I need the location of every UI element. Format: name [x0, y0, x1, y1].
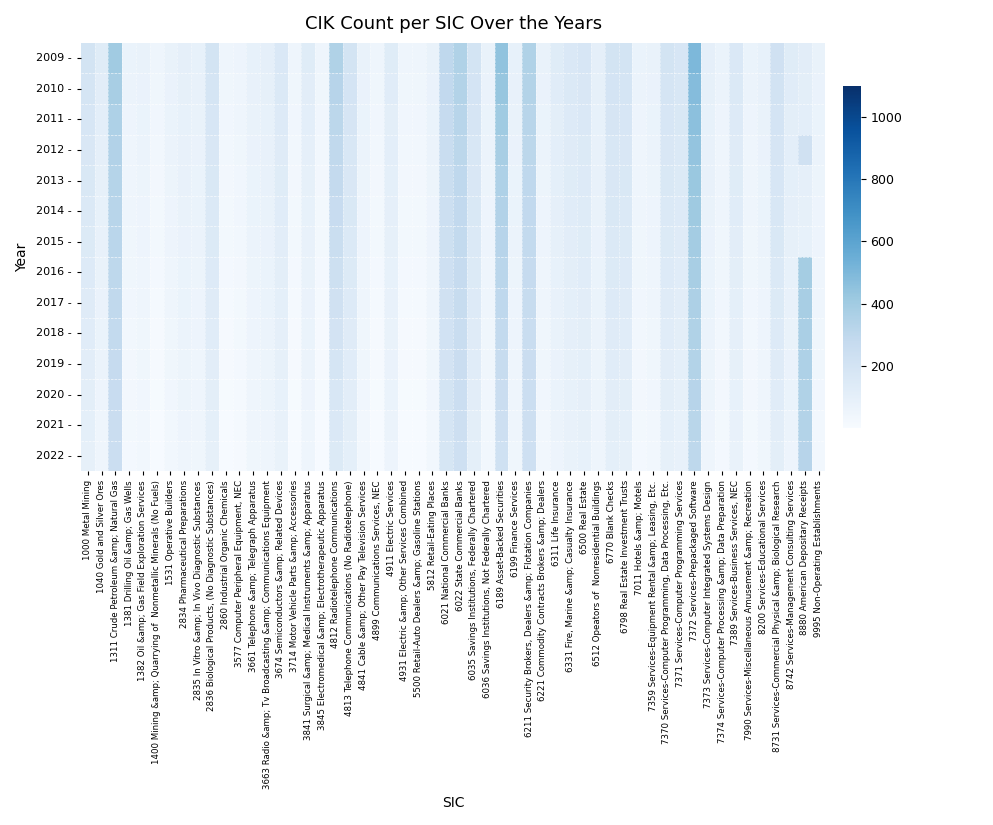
Title: CIK Count per SIC Over the Years: CIK Count per SIC Over the Years — [305, 15, 602, 33]
Y-axis label: Year: Year — [15, 243, 29, 271]
X-axis label: SIC: SIC — [442, 796, 465, 810]
